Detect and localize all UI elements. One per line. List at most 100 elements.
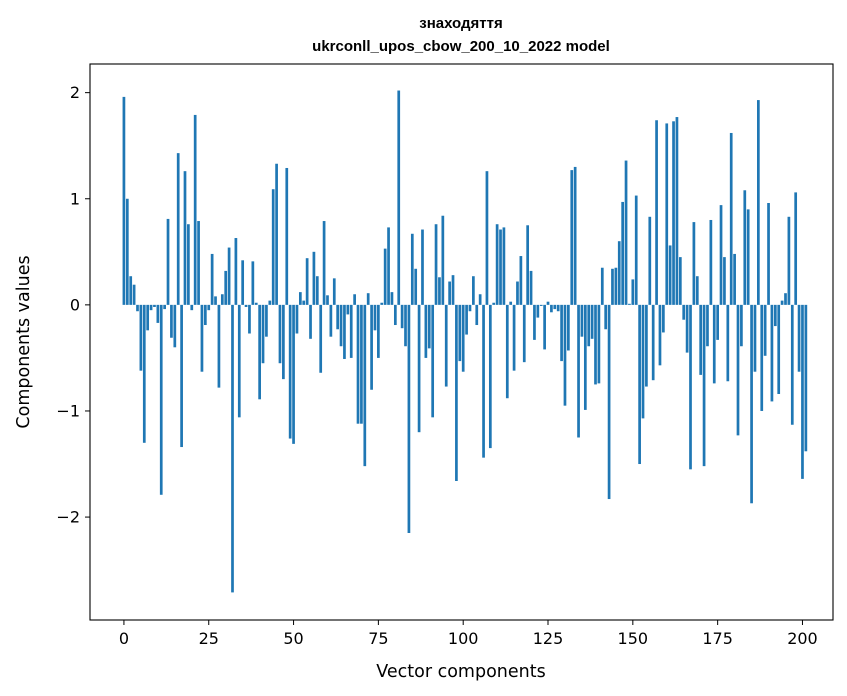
bar-92 [434, 224, 438, 305]
bar-115 [512, 304, 516, 371]
bar-82 [400, 304, 404, 329]
bar-62 [332, 278, 336, 305]
bar-146 [617, 241, 621, 305]
bar-140 [597, 304, 601, 384]
bar-197 [790, 304, 794, 425]
bar-155 [648, 216, 652, 305]
bar-55 [309, 304, 312, 339]
bar-43 [268, 300, 272, 305]
bar-179 [729, 132, 733, 305]
bar-47 [282, 304, 285, 380]
bar-33 [234, 238, 238, 305]
bar-93 [438, 277, 441, 305]
bar-16 [176, 153, 180, 305]
bar-159 [662, 304, 665, 333]
bar-161 [668, 245, 672, 305]
bar-166 [685, 304, 689, 353]
bar-106 [482, 304, 485, 458]
bar-110 [495, 224, 499, 305]
bar-136 [583, 304, 587, 410]
bar-162 [672, 121, 675, 305]
bar-34 [237, 304, 241, 418]
bar-107 [485, 171, 489, 305]
bar-85 [410, 233, 414, 305]
bar-73 [370, 304, 373, 390]
bar-50 [292, 304, 295, 444]
bar-5 [139, 304, 143, 371]
y-tick-label: −2 [56, 508, 80, 527]
chart-title: знаходяття [419, 15, 503, 32]
bar-14 [170, 304, 173, 338]
bar-8 [149, 304, 153, 311]
bar-200 [801, 304, 804, 479]
bar-178 [726, 304, 730, 382]
bar-154 [645, 304, 648, 387]
bar-173 [709, 219, 713, 305]
bar-48 [285, 167, 289, 305]
bar-135 [580, 304, 584, 337]
bar-144 [611, 268, 614, 305]
bar-139 [594, 304, 597, 385]
bar-160 [665, 123, 669, 305]
bar-49 [288, 304, 292, 439]
x-tick-label: 175 [702, 629, 733, 648]
bar-3 [132, 284, 136, 305]
bar-99 [458, 304, 462, 362]
bar-44 [271, 189, 275, 305]
bar-199 [797, 304, 801, 372]
bar-23 [200, 304, 204, 372]
bar-119 [526, 225, 530, 305]
bar-72 [366, 293, 370, 305]
bar-89 [424, 304, 428, 358]
bar-36 [244, 304, 248, 307]
bar-71 [363, 304, 367, 467]
plot-frame [89, 63, 834, 621]
bar-112 [502, 227, 506, 305]
bar-69 [356, 304, 360, 424]
bar-2 [129, 276, 133, 305]
bar-111 [499, 229, 502, 305]
bar-86 [414, 268, 418, 305]
bar-128 [556, 304, 560, 312]
bar-1 [125, 198, 129, 305]
bar-32 [231, 304, 234, 593]
bar-18 [183, 171, 187, 305]
bar-114 [509, 301, 513, 305]
bar-129 [560, 304, 563, 362]
bar-141 [600, 267, 604, 305]
bar-13 [166, 218, 170, 305]
bar-17 [180, 304, 183, 448]
bar-125 [546, 301, 550, 305]
bar-96 [448, 281, 451, 305]
bar-124 [543, 304, 546, 350]
bar-91 [431, 304, 435, 418]
bar-126 [550, 304, 553, 313]
bar-113 [505, 304, 509, 399]
bar-21 [193, 114, 197, 305]
bar-60 [326, 295, 329, 305]
bar-164 [678, 257, 682, 305]
y-axis-ticks: −2 −1 0 1 2 [56, 83, 90, 527]
bar-123 [539, 304, 543, 306]
bar-104 [475, 304, 479, 326]
y-tick-label: 2 [70, 83, 80, 102]
bar-165 [682, 304, 686, 320]
bar-186 [753, 304, 757, 372]
x-tick-label: 25 [199, 629, 219, 648]
bar-63 [336, 304, 340, 330]
bar-88 [421, 229, 424, 305]
bar-188 [760, 304, 764, 411]
bar-77 [383, 248, 387, 305]
bar-79 [390, 292, 394, 305]
y-axis-label: Components values [14, 255, 34, 428]
bar-131 [567, 304, 570, 351]
bar-9 [153, 304, 156, 307]
bar-74 [373, 304, 377, 331]
x-axis-label: Vector components [376, 662, 545, 682]
bar-20 [190, 304, 194, 311]
bar-35 [241, 260, 245, 305]
bar-196 [787, 216, 791, 305]
bar-149 [628, 303, 631, 305]
